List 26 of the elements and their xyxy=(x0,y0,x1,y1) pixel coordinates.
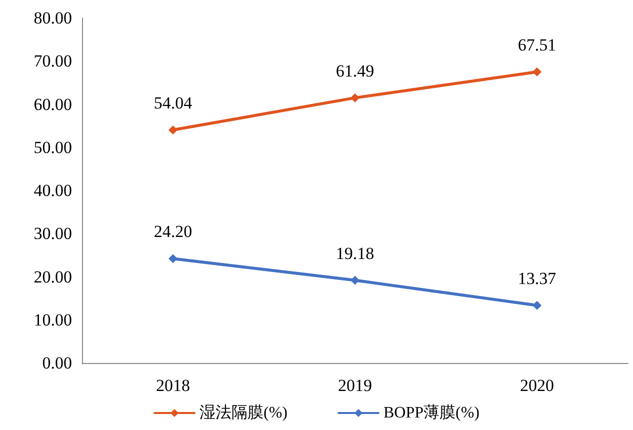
y-tick-label: 30.00 xyxy=(34,224,72,244)
point xyxy=(532,67,542,76)
y-tick-label: 10.00 xyxy=(34,310,72,330)
y-tick-label: 20.00 xyxy=(34,267,72,286)
point xyxy=(350,276,360,285)
y-tick-label: 70.00 xyxy=(34,52,72,71)
point xyxy=(350,93,360,102)
x-tick-label: 2019 xyxy=(338,376,372,395)
data-label: 54.04 xyxy=(154,93,193,112)
y-tick-label: 0.00 xyxy=(42,354,72,372)
legend-label: BOPP薄膜(%) xyxy=(383,404,480,422)
y-tick-label: 60.00 xyxy=(34,94,72,114)
y-tick-label: 50.00 xyxy=(34,138,72,157)
data-label: 67.51 xyxy=(518,35,556,54)
data-label: 24.20 xyxy=(154,222,192,242)
point xyxy=(168,254,178,264)
data-label: 13.37 xyxy=(518,268,557,288)
data-label: 61.49 xyxy=(336,61,374,80)
x-tick-label: 2020 xyxy=(520,376,554,395)
y-tick-label: 40.00 xyxy=(34,181,72,200)
point xyxy=(532,300,542,310)
y-tick-label: 80.00 xyxy=(34,8,72,28)
data-label: 19.18 xyxy=(336,244,374,263)
x-tick-label: 2018 xyxy=(156,376,190,395)
legend-label: 湿法隔膜(%) xyxy=(200,404,288,422)
point xyxy=(168,125,178,134)
